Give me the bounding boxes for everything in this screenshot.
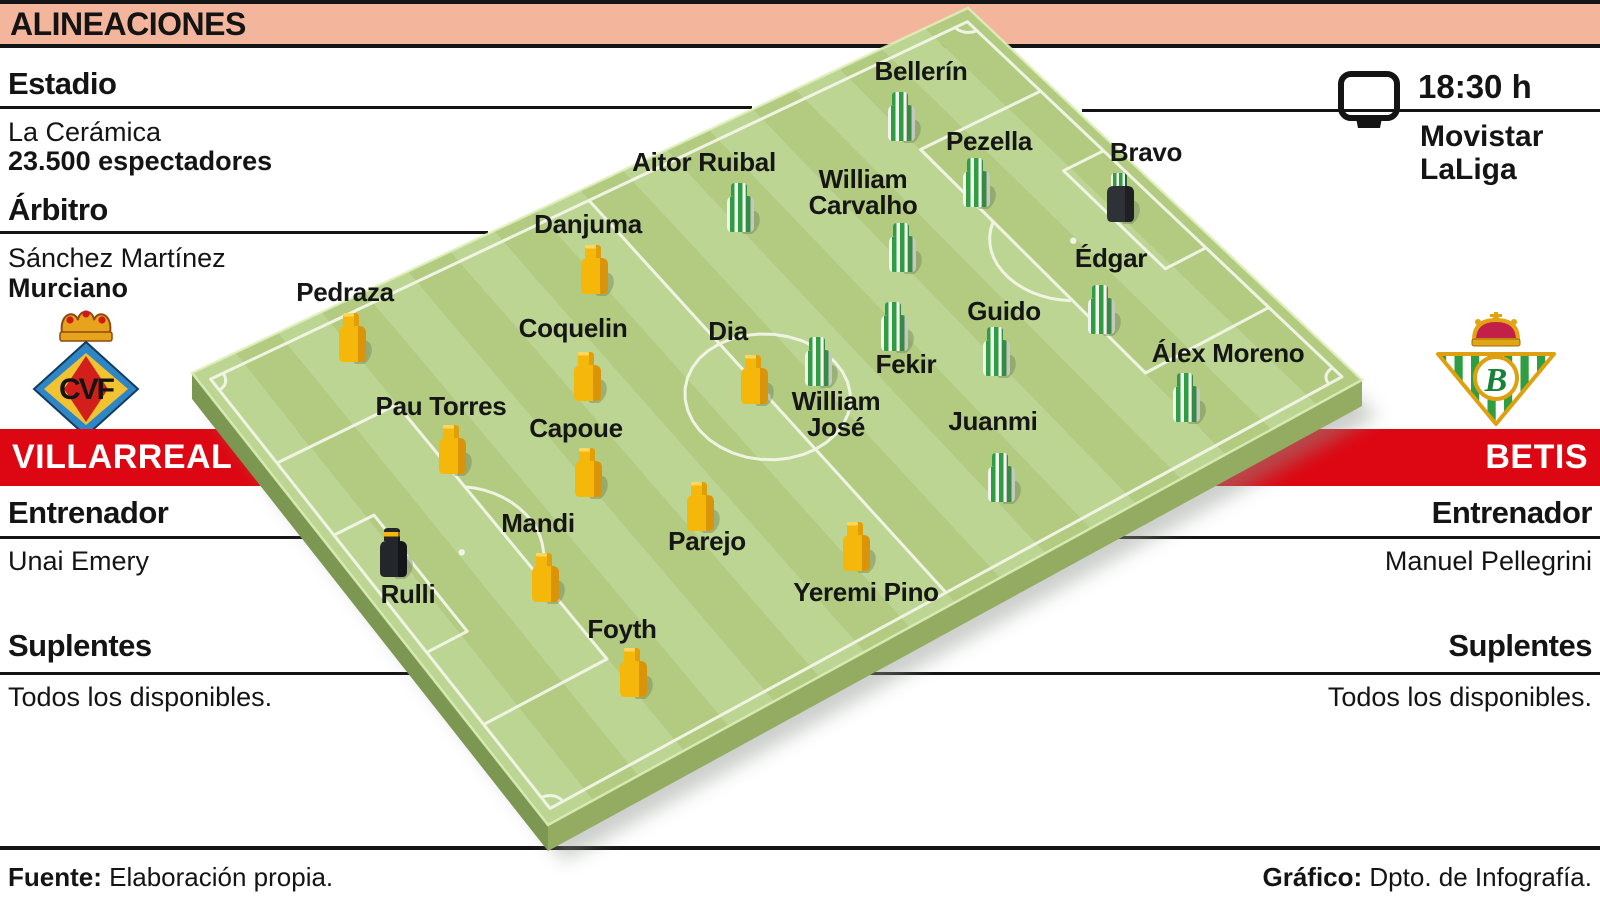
footer-credit: Gráfico: Dpto. de Infografía. [1262, 862, 1592, 892]
tv-channel: Movistar LaLiga [1420, 120, 1544, 186]
player-figure-danjuma [572, 244, 616, 296]
player-label-yeremi-pino: Yeremi Pino [793, 577, 939, 607]
entrenador-away-name: Manuel Pellegrini [1384, 546, 1592, 576]
tv-icon [1338, 71, 1400, 128]
player-figure-guido [974, 326, 1018, 378]
villarreal-monogram: CVF [59, 373, 115, 406]
divider [0, 231, 488, 234]
villarreal-banner: VILLARREAL [0, 429, 312, 486]
player-figure-edgar [1079, 284, 1123, 336]
footer-line [0, 846, 1600, 850]
player-figure-coquelin [565, 351, 609, 403]
player-figure-bravo [1098, 172, 1142, 224]
player-figure-aitor-ruibal [718, 182, 762, 234]
player-label-aitor-ruibal: Aitor Ruibal [632, 147, 776, 177]
player-label-alex-moreno: Álex Moreno [1151, 338, 1305, 368]
player-label-danjuma: Danjuma [534, 209, 642, 239]
kickoff-time: 18:30 h [1418, 68, 1532, 105]
player-figure-bellerin [879, 91, 923, 143]
suplentes-home-label: Suplentes [8, 628, 152, 663]
entrenador-home-label: Entrenador [8, 495, 169, 530]
player-label-juanmi: Juanmi [948, 406, 1038, 436]
player-figure-william-jose [796, 336, 840, 388]
player-figure-parejo [678, 481, 722, 533]
player-figure-dia [732, 354, 776, 406]
player-label-dia: Dia [708, 316, 748, 346]
player-figure-alex-moreno [1164, 372, 1208, 424]
pitch-markings [209, 20, 1344, 810]
player-label-parejo: Parejo [668, 526, 746, 556]
estadio-capacity: 23.500 espectadores [8, 146, 273, 176]
player-figure-pedraza [330, 312, 374, 364]
entrenador-home-name: Unai Emery [8, 546, 150, 576]
player-label-rulli: Rulli [380, 579, 436, 609]
page-title: ALINEACIONES [10, 6, 246, 42]
suplentes-away-label: Suplentes [1448, 628, 1592, 663]
player-label-edgar: Édgar [1074, 243, 1148, 273]
player-label-guido: Guido [967, 296, 1041, 326]
player-label-bellerin: Bellerín [874, 56, 968, 86]
player-figure-mandi [523, 552, 567, 604]
player-figure-william-carvalho [880, 222, 924, 274]
player-figure-pezella [954, 157, 998, 209]
player-label-william-carvalho: William Carvalho [808, 164, 918, 220]
player-figure-foyth [611, 647, 655, 699]
entrenador-away-label: Entrenador [1431, 495, 1593, 530]
player-figure-fekir [872, 301, 916, 353]
divider [0, 106, 752, 109]
player-figure-pau-torres [430, 424, 474, 476]
betis-monogram: B [1484, 362, 1508, 399]
player-label-foyth: Foyth [587, 614, 657, 644]
player-figure-rulli [371, 527, 415, 579]
player-label-pedraza: Pedraza [296, 277, 394, 307]
player-label-pau-torres: Pau Torres [375, 391, 507, 421]
player-label-pezella: Pezella [945, 126, 1033, 156]
header-band: ALINEACIONES [0, 0, 1600, 48]
divider [860, 672, 1600, 675]
divider [1078, 536, 1600, 539]
footer-source: Fuente: Elaboración propia. [8, 862, 334, 892]
villarreal-name: VILLARREAL [12, 438, 233, 476]
player-label-bravo: Bravo [1109, 137, 1183, 167]
arbitro-label: Árbitro [8, 192, 108, 227]
divider [0, 536, 318, 539]
suplentes-away-value: Todos los disponibles. [1327, 682, 1592, 712]
betis-name: BETIS [1485, 438, 1588, 476]
player-figure-juanmi [979, 452, 1023, 504]
villarreal-crest-icon: CVF [32, 310, 140, 436]
player-label-william-jose: William José [791, 386, 881, 442]
player-label-fekir: Fekir [875, 349, 937, 379]
betis-crest-icon: B [1436, 312, 1556, 426]
betis-banner: BETIS [1180, 429, 1600, 486]
estadio-name: La Cerámica [8, 117, 162, 147]
divider [0, 672, 428, 675]
player-label-coquelin: Coquelin [518, 313, 628, 343]
pitch-turf-stripes [190, 6, 1365, 827]
player-figure-capoue [566, 447, 610, 499]
suplentes-home-value: Todos los disponibles. [8, 682, 273, 712]
divider [1082, 109, 1600, 112]
arbitro-region: Murciano [8, 273, 129, 303]
player-label-mandi: Mandi [501, 508, 575, 538]
estadio-label: Estadio [8, 66, 117, 101]
arbitro-name: Sánchez Martínez [8, 243, 226, 273]
player-figure-yeremi-pino [834, 521, 878, 573]
player-label-capoue: Capoue [529, 413, 623, 443]
